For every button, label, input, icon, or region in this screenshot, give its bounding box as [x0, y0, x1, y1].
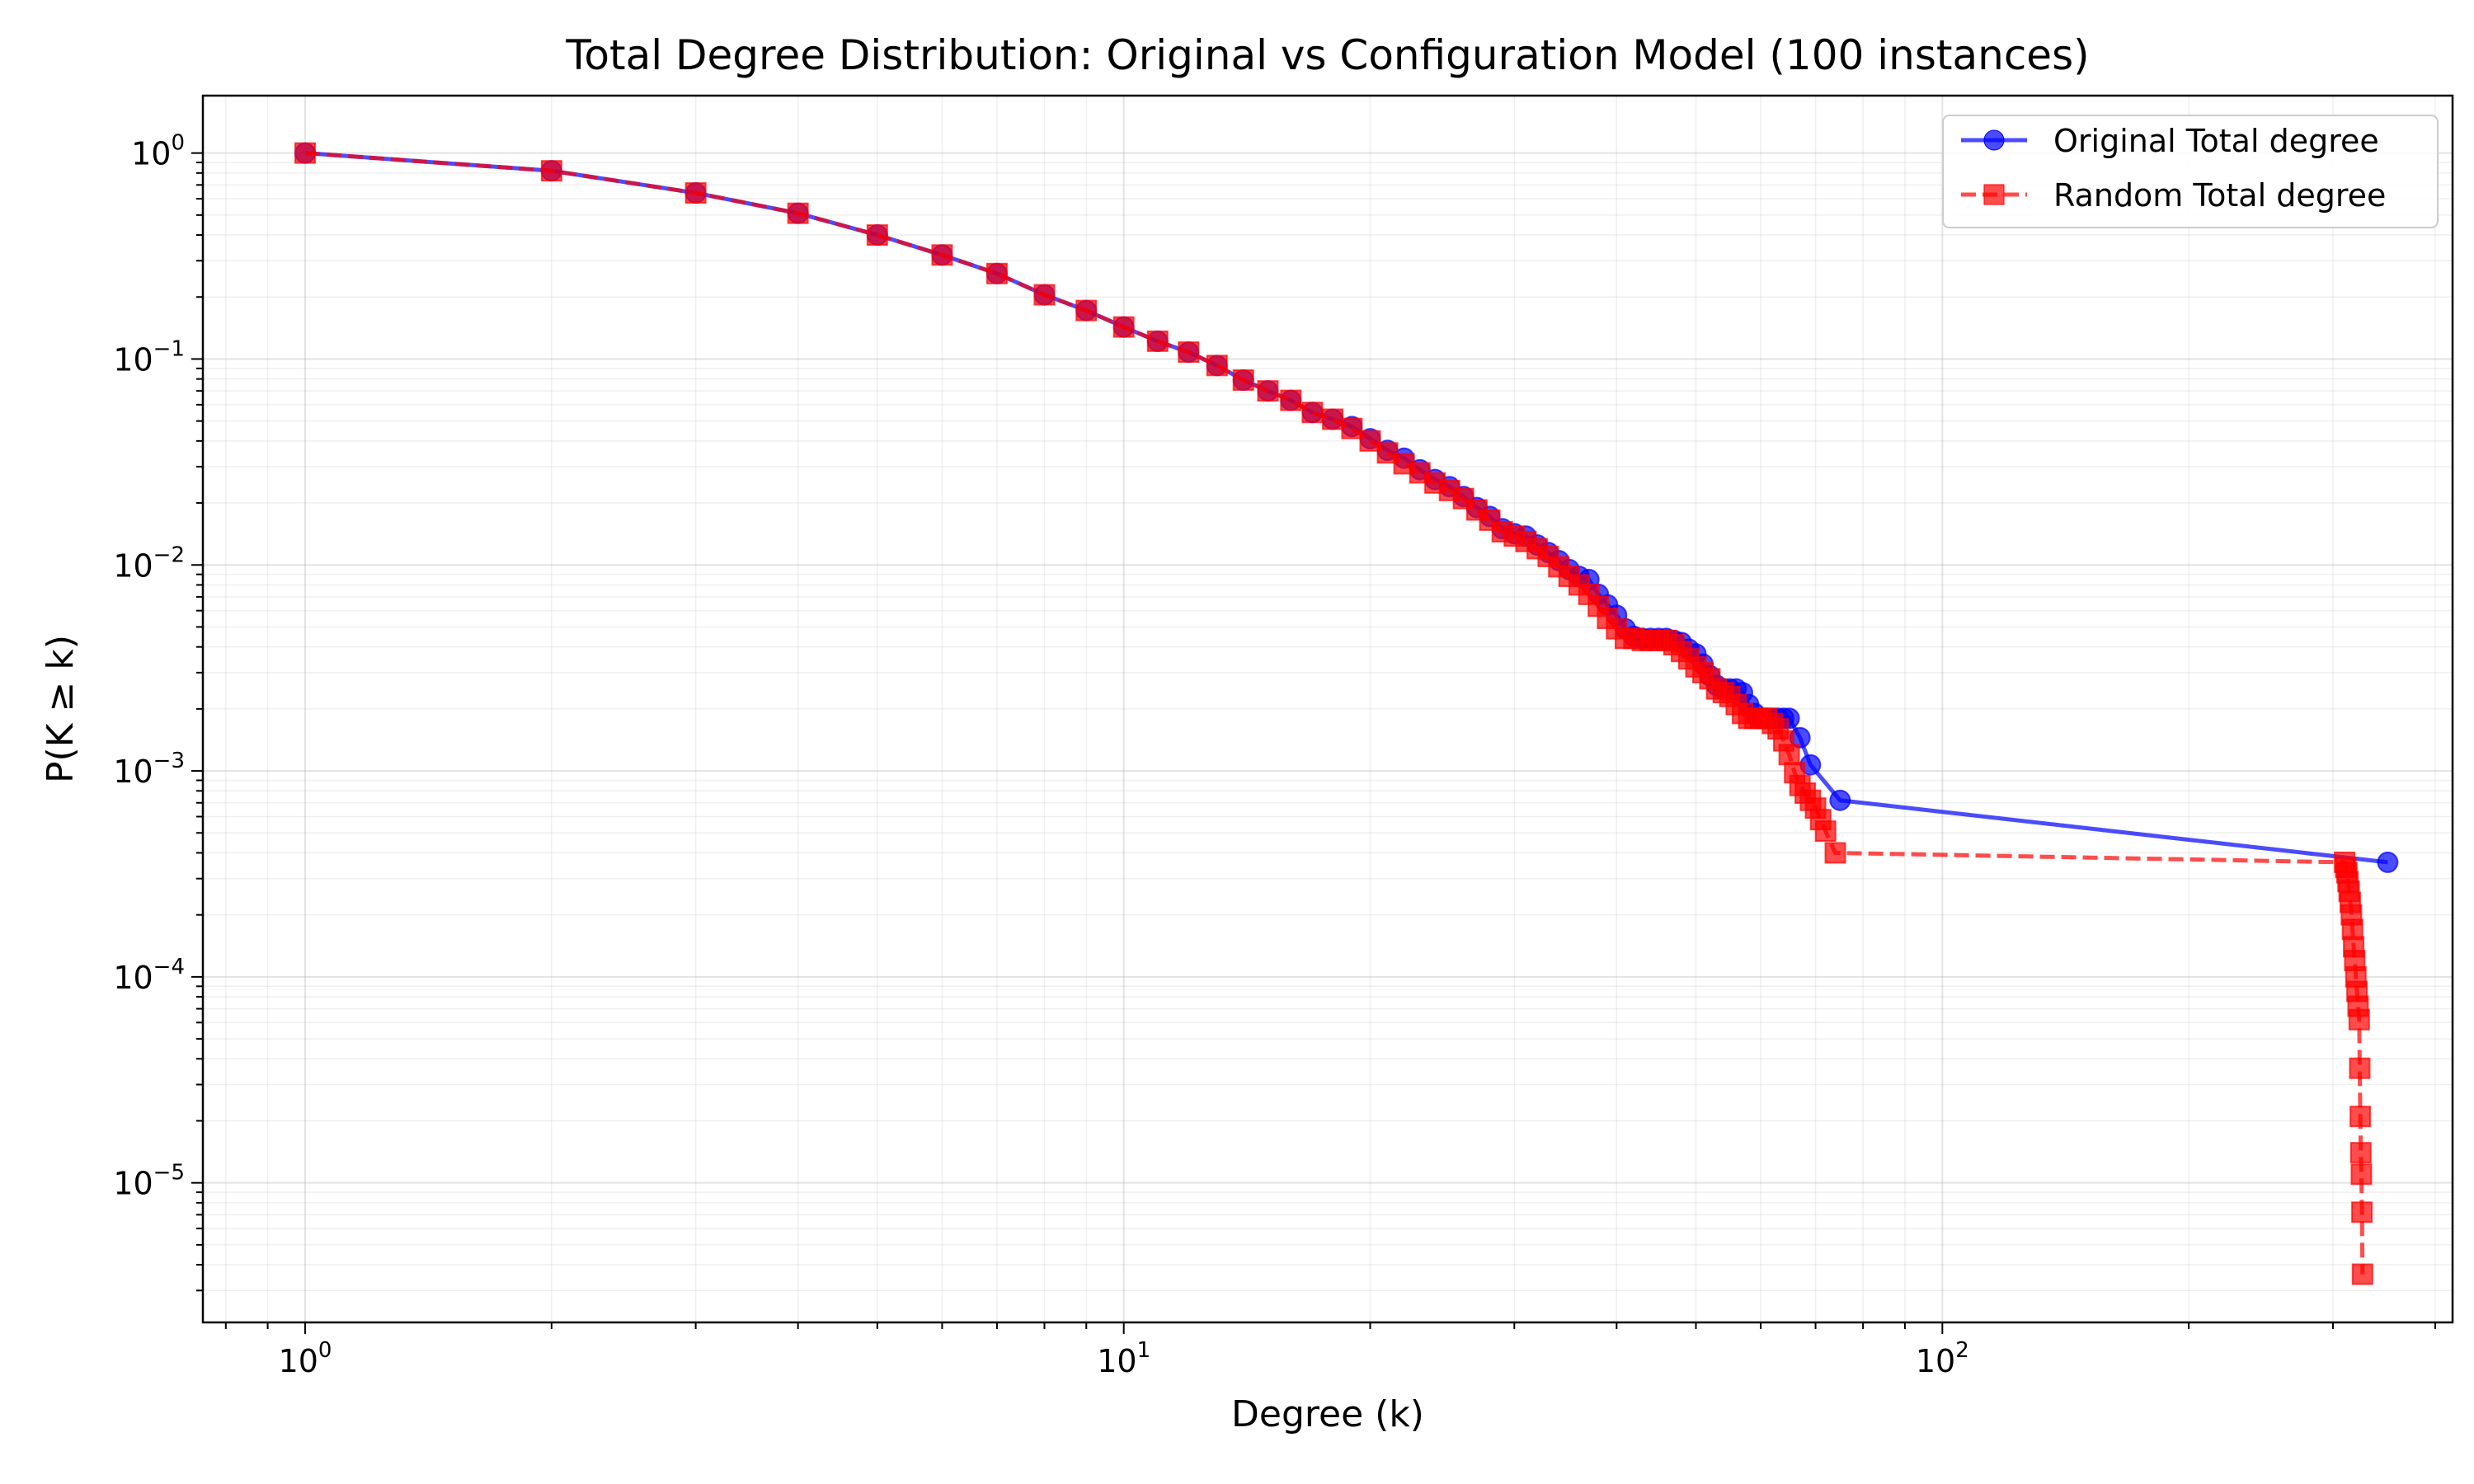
- legend-label-original: Original Total degree: [2053, 123, 2379, 159]
- data-point: [1178, 341, 1200, 364]
- data-point: [2377, 851, 2399, 873]
- data-point: [1112, 316, 1135, 338]
- data-point: [1829, 789, 1851, 811]
- data-point: [866, 224, 888, 247]
- axis-ticks: 100 101 102 100 10−1 10−2 10−3 10−4 10−5: [113, 131, 2436, 1379]
- data-point: [2348, 1008, 2370, 1031]
- series-layer: [294, 142, 2399, 1285]
- data-point: [1206, 355, 1228, 377]
- data-point: [1033, 284, 1056, 306]
- data-point: [1301, 402, 1324, 424]
- legend-marker-random: [1983, 184, 2005, 205]
- data-point: [684, 182, 707, 204]
- data-point: [2349, 1106, 2372, 1128]
- data-point: [2351, 1201, 2373, 1223]
- x-tick-label: 102: [1916, 1338, 1969, 1379]
- legend-box: [1942, 115, 2439, 228]
- data-point: [1814, 820, 1837, 843]
- x-tick-label: 100: [279, 1338, 332, 1379]
- data-point: [1359, 430, 1381, 452]
- data-point: [294, 142, 317, 164]
- legend: Original Total degree Random Total degre…: [1942, 115, 2439, 228]
- data-point: [2349, 1057, 2371, 1079]
- y-tick-label: 10−5: [113, 1161, 185, 1202]
- data-point: [787, 202, 809, 224]
- data-point: [1075, 299, 1098, 322]
- data-point: [1341, 417, 1363, 439]
- data-point: [1824, 842, 1846, 864]
- legend-marker-original: [1983, 129, 2005, 151]
- y-tick-label: 10−2: [113, 542, 185, 584]
- data-point: [540, 160, 562, 182]
- y-tick-label: 10−1: [113, 336, 185, 378]
- data-point: [1322, 408, 1344, 430]
- data-point: [1146, 330, 1169, 352]
- grid: [203, 96, 2453, 1322]
- y-tick-label: 100: [131, 131, 185, 172]
- data-point: [1280, 389, 1302, 411]
- data-point: [931, 244, 953, 266]
- data-point: [2349, 1142, 2372, 1164]
- x-axis-label: Degree (k): [1231, 1393, 1424, 1435]
- data-point: [1778, 744, 1800, 766]
- data-point: [1232, 369, 1254, 392]
- series-random: [294, 142, 2373, 1285]
- data-point: [1257, 380, 1279, 402]
- data-point: [2351, 1263, 2373, 1285]
- y-axis-label: P(K ≥ k): [40, 635, 82, 783]
- chart-title: Total Degree Distribution: Original vs C…: [565, 31, 2089, 79]
- legend-label-random: Random Total degree: [2053, 177, 2386, 214]
- y-tick-label: 10−3: [113, 749, 185, 790]
- x-tick-label: 101: [1097, 1338, 1150, 1379]
- y-tick-label: 10−4: [113, 955, 185, 996]
- data-point: [2350, 1163, 2373, 1186]
- data-point: [985, 262, 1008, 284]
